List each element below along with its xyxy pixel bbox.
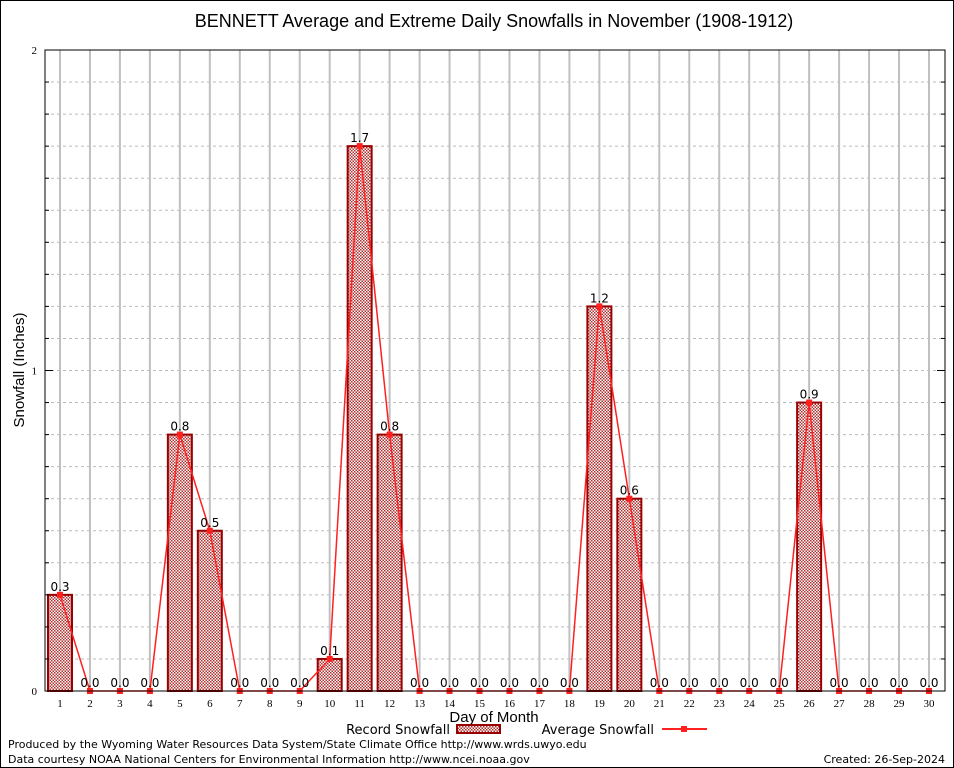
record-bar	[346, 145, 373, 692]
x-tick-label: 7	[237, 698, 243, 710]
record-bar	[166, 433, 193, 692]
x-tick-label: 27	[834, 698, 846, 710]
record-value-label: 0.8	[380, 420, 399, 434]
record-value-label: 0.3	[50, 580, 69, 594]
x-tick-label: 19	[594, 698, 606, 710]
average-marker	[57, 591, 63, 598]
y-tick-label: 2	[32, 45, 38, 57]
x-tick-label: 24	[744, 698, 756, 710]
record-bar	[196, 529, 223, 692]
record-value-label: 0.1	[320, 644, 339, 658]
x-tick-label: 12	[384, 698, 395, 710]
record-value-label: 0.0	[290, 676, 309, 690]
x-tick-label: 11	[354, 698, 365, 710]
x-tick-label: 23	[714, 698, 726, 710]
record-value-label: 1.2	[590, 291, 609, 305]
x-tick-label: 22	[684, 698, 695, 710]
record-value-label: 0.0	[919, 676, 938, 690]
chart-title: BENNETT Average and Extreme Daily Snowfa…	[195, 11, 794, 31]
record-value-label: 0.0	[680, 676, 699, 690]
record-value-label: 0.0	[470, 676, 489, 690]
x-tick-label: 4	[147, 698, 153, 710]
x-tick-label: 21	[654, 698, 665, 710]
x-tick-label: 28	[864, 698, 876, 710]
record-value-label: 0.0	[560, 676, 579, 690]
average-marker	[626, 495, 633, 502]
legend-record-label: Record Snowfall	[346, 723, 450, 738]
record-value-label: 0.0	[260, 676, 279, 690]
record-value-label: 0.0	[740, 676, 759, 690]
x-tick-label: 20	[624, 698, 636, 710]
x-tick-label: 30	[924, 698, 936, 710]
legend-record-swatch	[456, 724, 501, 734]
record-value-label: 0.0	[440, 676, 459, 690]
legend: Record Snowfall Average Snowfall	[346, 723, 707, 738]
x-tick-label: 5	[177, 698, 183, 710]
x-tick-label: 16	[504, 698, 516, 710]
average-marker	[386, 431, 393, 438]
average-marker	[356, 143, 363, 150]
y-axis-label: Snowfall (Inches)	[11, 312, 28, 427]
record-bar	[616, 497, 643, 693]
x-tick-label: 8	[267, 698, 273, 710]
y-tick-label: 0	[32, 686, 38, 698]
record-value-label: 0.0	[650, 676, 669, 690]
average-marker	[326, 655, 333, 662]
record-value-label: 0.8	[170, 420, 189, 434]
record-value-label: 0.0	[80, 676, 99, 690]
record-value-label: 0.0	[530, 676, 549, 690]
record-value-label: 0.0	[710, 676, 729, 690]
legend-average-marker	[681, 726, 687, 732]
x-tick-label: 14	[444, 698, 456, 710]
x-axis-label: Day of Month	[449, 709, 538, 726]
x-tick-label: 9	[297, 698, 303, 710]
y-tick-label: 1	[32, 366, 38, 378]
record-value-label: 0.0	[770, 676, 789, 690]
x-tick-label: 2	[87, 698, 93, 710]
x-tick-label: 6	[207, 698, 213, 710]
x-tick-label: 3	[117, 698, 123, 710]
x-tick-label: 25	[774, 698, 786, 710]
record-value-label: 0.0	[889, 676, 908, 690]
footer-created: Created: 26-Sep-2024	[823, 753, 945, 766]
record-value-label: 0.9	[800, 388, 819, 402]
x-tick-label: 10	[324, 698, 336, 710]
record-value-label: 0.0	[830, 676, 849, 690]
x-tick-label: 29	[894, 698, 906, 710]
average-marker	[806, 399, 813, 406]
average-marker	[596, 303, 603, 310]
record-value-label: 1.7	[350, 131, 369, 145]
record-value-label: 0.0	[140, 676, 159, 690]
record-value-label: 0.5	[200, 516, 219, 530]
record-bar	[586, 305, 613, 692]
x-tick-label: 13	[414, 698, 426, 710]
x-tick-label: 17	[534, 698, 546, 710]
record-value-label: 0.0	[410, 676, 429, 690]
record-bar	[376, 433, 403, 692]
record-bar	[316, 657, 343, 693]
record-value-label: 0.0	[110, 676, 129, 690]
record-value-label: 0.6	[620, 484, 639, 498]
x-tick-label: 1	[57, 698, 63, 710]
record-bar	[47, 593, 73, 692]
record-bar	[796, 401, 823, 692]
x-tick-label: 26	[804, 698, 816, 710]
x-tick-label: 15	[474, 698, 486, 710]
record-value-label: 0.0	[500, 676, 519, 690]
footer-courtesy: Data courtesy NOAA National Centers for …	[8, 753, 530, 766]
average-marker	[176, 431, 183, 438]
footer-produced: Produced by the Wyoming Water Resources …	[8, 738, 587, 751]
record-value-label: 0.0	[860, 676, 879, 690]
average-marker	[206, 527, 213, 534]
legend-average-label: Average Snowfall	[542, 723, 654, 738]
record-value-label: 0.0	[230, 676, 249, 690]
x-tick-label: 18	[564, 698, 576, 710]
